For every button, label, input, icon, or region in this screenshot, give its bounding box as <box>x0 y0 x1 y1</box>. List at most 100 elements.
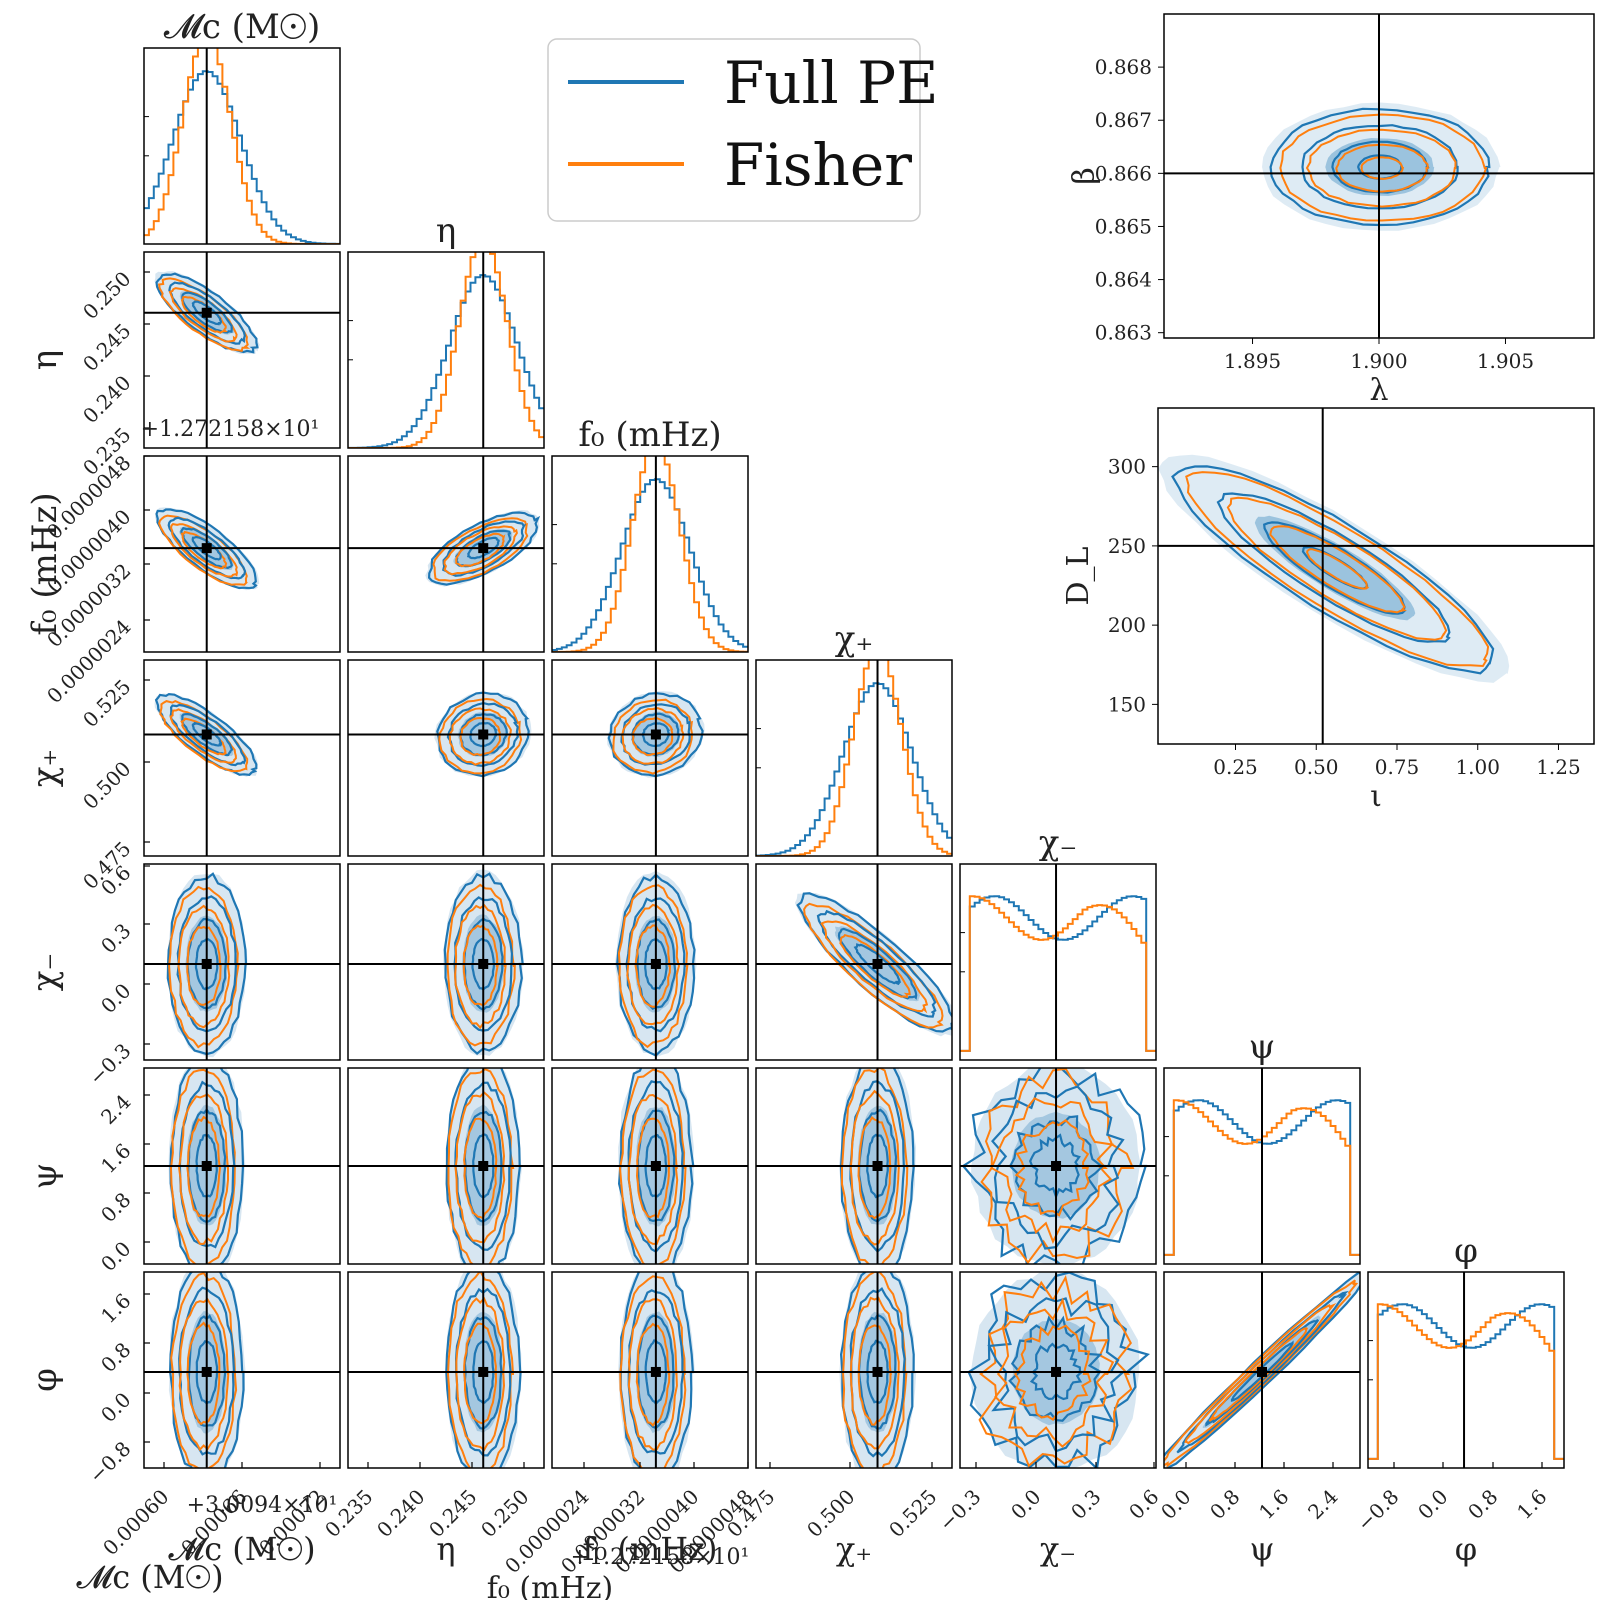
contour-full-pe <box>466 536 500 560</box>
xtick-psi: 0.8 <box>1205 1485 1244 1524</box>
panel-varphi-varphi: φ −0.8 0.0 0.8 1.6 φ <box>1352 1231 1565 1568</box>
contour-full-pe <box>195 1133 218 1198</box>
truth-marker <box>650 1366 661 1377</box>
xtick-Mc: 0.00060 <box>98 1485 173 1560</box>
contour-fisher <box>1226 496 1448 641</box>
contour-fisher <box>170 1272 238 1468</box>
contour-full-pe <box>191 535 222 561</box>
contour-full-pe <box>1263 521 1407 615</box>
offset-f0: +1.272158×10¹ <box>571 1545 750 1570</box>
contour-fisher <box>1360 156 1405 180</box>
diag-title-psi: ψ <box>1249 1027 1276 1067</box>
panel-psi-chi_plus <box>755 1067 953 1265</box>
panel-chi_minus-f0 <box>551 863 749 1061</box>
contour-fisher <box>463 1117 498 1220</box>
contour-fisher <box>1014 1119 1090 1217</box>
xtick-chi_minus: 0.3 <box>1066 1485 1105 1524</box>
panel-frame <box>347 659 545 857</box>
panel-eta-eta: η <box>347 211 545 449</box>
contour-fisher <box>1305 128 1457 208</box>
xtick-psi: 2.4 <box>1303 1485 1342 1524</box>
panel-frame <box>1157 407 1595 745</box>
offset-f0-row: +1.272158×10¹ <box>141 417 320 442</box>
panel-f0-f0: f₀ (mHz) <box>551 415 749 653</box>
contour-fisher <box>168 885 240 1049</box>
ytick-psi: 1.6 <box>96 1139 135 1178</box>
ytick-varphi: 0.8 <box>96 1338 135 1377</box>
contour-fisher <box>168 287 238 343</box>
ytick-chi_minus: 0.3 <box>96 919 135 958</box>
diag-title-f0: f₀ (mHz) <box>578 415 721 455</box>
panel-chi_minus-chi_plus <box>755 863 953 1061</box>
contour-full-pe <box>471 937 496 991</box>
diag-title-varphi: φ <box>1454 1231 1478 1271</box>
contour-full-pe <box>180 712 234 757</box>
truth-marker <box>872 1161 883 1171</box>
contour-fisher <box>978 1274 1133 1468</box>
ytick: 300 <box>1108 455 1146 479</box>
lambda-beta-panel: 1.895 1.900 1.905 0.863 0.864 0.865 0.866 0.867… <box>1067 13 1595 408</box>
panel-frame <box>755 863 953 1061</box>
contour-fisher <box>186 1321 221 1426</box>
panel-frame <box>551 659 749 857</box>
contour-fisher <box>634 924 672 1008</box>
truth-marker <box>478 729 489 740</box>
legend-label-fisher: Fisher <box>724 131 912 199</box>
contour-fisher <box>635 1322 671 1427</box>
density-full-pe <box>1262 102 1501 231</box>
contour-full-pe <box>442 520 527 577</box>
contour-full-pe <box>427 511 541 586</box>
contour-fisher <box>438 697 523 775</box>
contour-full-pe <box>187 1314 227 1427</box>
contour-fisher <box>617 884 689 1049</box>
ylabel-chi_plus: χ₊ <box>25 749 65 788</box>
contour-full-pe <box>472 1339 495 1405</box>
xlabel-varphi: φ <box>1455 1530 1477 1568</box>
contour-full-pe <box>866 1339 890 1404</box>
xtick-varphi: −0.8 <box>1352 1485 1403 1536</box>
ytick: 0.864 <box>1095 268 1152 292</box>
xlabel-psi: ψ <box>1249 1530 1274 1568</box>
ytick-chi_minus: 0.0 <box>96 979 135 1018</box>
contour-fisher <box>820 920 929 1014</box>
contour-full-pe <box>168 1272 245 1468</box>
contour-fisher <box>621 707 685 765</box>
contour-fisher <box>626 903 680 1025</box>
ytick-varphi: 1.6 <box>96 1289 135 1328</box>
contour-fisher <box>177 904 231 1029</box>
ytick-chi_minus: −0.3 <box>84 1039 135 1090</box>
panel-frame <box>143 863 341 1061</box>
contour-fisher <box>169 1068 236 1264</box>
truth-marker <box>201 543 212 554</box>
contour-fisher <box>178 1297 230 1452</box>
contour-full-pe <box>644 1339 668 1406</box>
contour-fisher <box>618 1068 687 1264</box>
xtick: 0.50 <box>1294 755 1339 779</box>
ytick: 0.863 <box>1095 321 1152 345</box>
contour-full-pe <box>837 927 918 1000</box>
panel-frame <box>347 863 545 1061</box>
contour-fisher <box>454 903 507 1030</box>
contour-full-pe <box>866 1133 889 1199</box>
contour-full-pe <box>1029 1342 1085 1401</box>
panel-frame <box>551 1067 749 1265</box>
ytick-chi_plus: 0.525 <box>78 675 135 732</box>
xtick-varphi: 1.6 <box>1512 1485 1551 1524</box>
panel-frame <box>143 251 341 449</box>
contour-full-pe <box>191 300 223 326</box>
contour-full-pe <box>641 722 671 748</box>
panel-frame <box>143 1067 341 1265</box>
contour-full-pe <box>454 1081 512 1251</box>
contour-fisher <box>455 1296 506 1452</box>
xtick: 1.25 <box>1536 755 1581 779</box>
offset-mc: +3.0094×10¹ <box>187 1493 338 1518</box>
diag-title-eta: η <box>436 211 456 251</box>
ylabel-varphi: φ <box>25 1368 65 1392</box>
contour-fisher <box>186 925 222 1006</box>
contour-fisher <box>1335 143 1429 193</box>
